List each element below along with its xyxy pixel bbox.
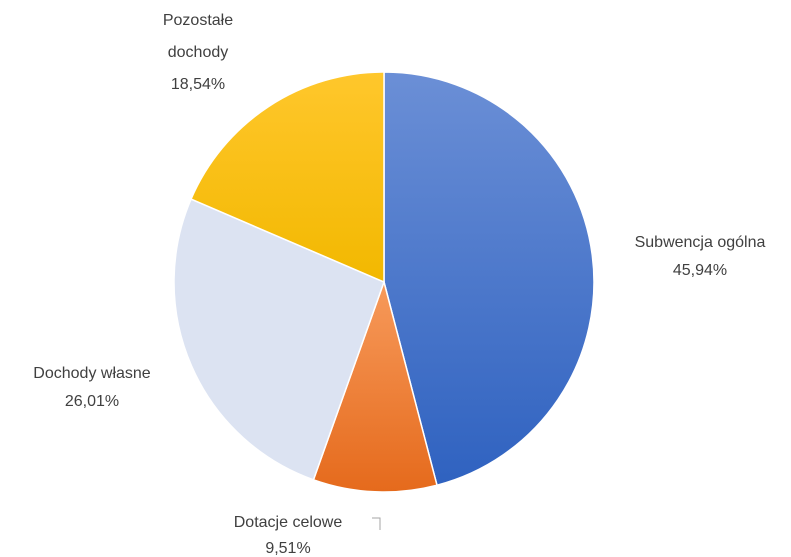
slice-value-dochody-wlasne: 26,01%: [65, 393, 119, 410]
slice-value-subwencja: 45,94%: [673, 262, 727, 279]
data-labels: Pozostałe dochody 18,54% Subwencja ogóln…: [33, 12, 765, 557]
slice-label-pozostale-line2: dochody: [168, 44, 229, 61]
pie-slice-pozostałe-dochody: [190, 71, 385, 284]
slice-label-dochody-wlasne: Dochody własne: [33, 365, 151, 382]
pie-slice-dotacje-celowe: [312, 279, 438, 493]
pie-slice-dochody-własne: [173, 198, 385, 481]
slice-label-dotacje-celowe: Dotacje celowe: [234, 514, 343, 531]
pie-slices: [173, 71, 595, 493]
slice-label-pozostale-line1: Pozostałe: [163, 12, 233, 29]
slice-label-subwencja: Subwencja ogólna: [635, 234, 766, 251]
slice-value-dotacje-celowe: 9,51%: [265, 540, 310, 557]
slice-value-pozostale: 18,54%: [171, 76, 225, 93]
leader-line-dotacje-celowe: [372, 517, 381, 530]
pie-slice-subwencja-ogólna: [383, 71, 595, 487]
